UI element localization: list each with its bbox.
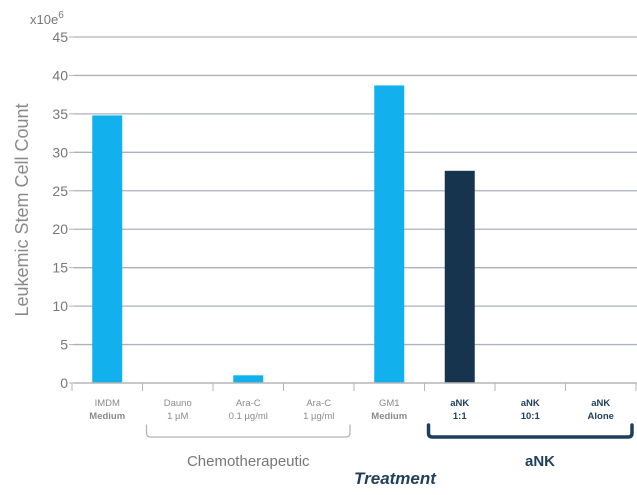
bar — [444, 170, 475, 383]
bar — [374, 85, 405, 383]
x-category-label: aNK — [450, 398, 469, 409]
x-category-label: 10:1 — [521, 411, 541, 422]
x-category-label: Ara-C — [236, 398, 261, 409]
bars — [92, 85, 475, 383]
grid-lines — [74, 36, 637, 346]
y-tick-label: 30 — [52, 144, 68, 160]
y-tick-label: 45 — [52, 29, 68, 45]
x-category-label: aNK — [521, 398, 540, 409]
group-label: Chemotherapeutic — [187, 453, 310, 470]
y-tick-label: 40 — [52, 67, 68, 83]
y-axis-title: Leukemic Stem Cell Count — [12, 103, 32, 316]
y-tick-label: 10 — [52, 298, 68, 314]
y-tick-label: 25 — [52, 183, 68, 199]
x-category-label: 1:1 — [453, 411, 467, 422]
x-category-labels: IMDM Medium Dauno 1 µM Ara-C 0.1 µg/ml Ara-C 1 … — [89, 398, 614, 422]
group-brackets: Chemotherapeutic aNK — [145, 423, 634, 470]
x-category-label: 1 µg/ml — [303, 411, 334, 422]
x-category-label: aNK — [591, 398, 610, 409]
x-category-label: Dauno — [164, 398, 192, 409]
y-tick-label: 35 — [52, 106, 68, 122]
y-tick-label: 15 — [52, 260, 68, 276]
y-tick-labels: 0 5 10 15 20 25 30 35 40 45 — [52, 29, 74, 391]
x-category-label: Medium — [371, 411, 407, 422]
y-multiplier-label: x10e6 — [30, 10, 64, 27]
y-tick-label: 0 — [60, 375, 68, 391]
group-bracket — [145, 424, 351, 438]
bar — [233, 375, 264, 383]
x-axis-title: Treatment — [354, 469, 437, 488]
bar — [92, 115, 123, 383]
x-category-label: 1 µM — [167, 411, 188, 422]
x-category-label: IMDM — [95, 398, 120, 409]
x-category-label: Ara-C — [306, 398, 331, 409]
group-label: aNK — [525, 453, 555, 470]
x-category-label: 0.1 µg/ml — [229, 411, 268, 422]
y-tick-label: 20 — [52, 221, 68, 237]
x-axis — [71, 382, 637, 391]
x-category-label: GM1 — [379, 398, 400, 409]
y-tick-label: 5 — [60, 337, 68, 353]
group-bracket — [426, 423, 634, 439]
x-category-label: Medium — [89, 411, 125, 422]
y-multiplier-exponent: 6 — [58, 10, 64, 21]
x-category-label: Alone — [588, 411, 614, 422]
